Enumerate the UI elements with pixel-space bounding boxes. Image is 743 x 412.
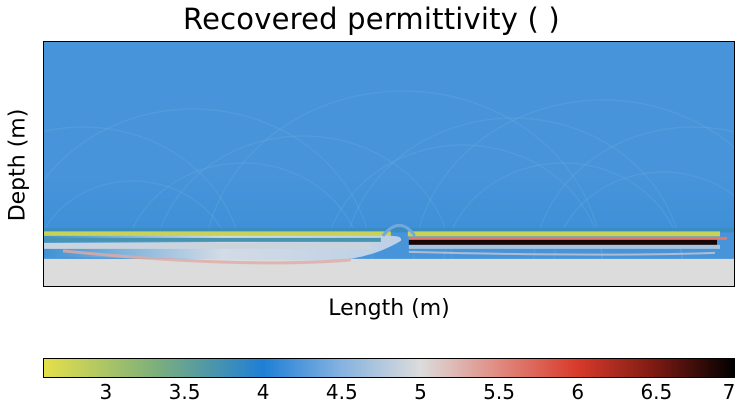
migration-arc <box>322 144 604 272</box>
left-pale-band <box>43 242 371 249</box>
colorbar-tick-label: 5 <box>414 380 427 404</box>
permittivity-field <box>43 41 735 287</box>
colorbar-tick-label: 6 <box>571 380 585 404</box>
migration-arc <box>532 126 735 272</box>
y-axis-label: Depth (m) <box>5 108 31 222</box>
colorbar-tick-label: 6.5 <box>640 380 673 404</box>
migration-arc <box>202 90 604 272</box>
colorbar-tick-label: 3 <box>99 380 113 404</box>
central-bump <box>381 223 417 237</box>
colorbar <box>43 358 735 378</box>
migration-arc <box>122 162 364 272</box>
migration-arc <box>43 126 244 272</box>
colorbar-tick-label: 5.5 <box>483 380 515 404</box>
chart-title: Recovered permittivity ( ) <box>183 2 560 36</box>
colorbar-tick-label: 4 <box>256 380 270 404</box>
migration-arc <box>442 162 684 272</box>
right-top-band <box>407 231 720 237</box>
migration-arc <box>552 171 735 272</box>
x-axis-label: Length (m) <box>328 296 450 321</box>
colorbar-tick-label: 3.5 <box>168 380 201 404</box>
migration-arc <box>152 135 454 272</box>
colorbar-svg <box>43 358 735 378</box>
right-pale-band <box>408 244 720 249</box>
heatmap-svg <box>43 41 735 287</box>
left-blue-stripe <box>43 237 381 242</box>
right-red-top <box>408 236 727 240</box>
colorbar-tick-label: 7 <box>722 380 736 404</box>
left-deep-tail <box>62 249 351 265</box>
colorbar-tick-label: 4.5 <box>325 380 358 404</box>
right-deep-tail <box>408 250 716 256</box>
background-shade <box>43 172 735 233</box>
heatmap-plot-area <box>43 41 735 287</box>
lower-halfspace <box>43 258 735 287</box>
colorbar-gradient <box>43 358 735 378</box>
right-dark-band <box>408 239 717 245</box>
migration-arc <box>342 117 684 272</box>
migration-arc <box>43 108 374 272</box>
left-top-band <box>43 231 391 237</box>
migration-arc <box>412 99 735 272</box>
plot-frame <box>43 41 735 287</box>
